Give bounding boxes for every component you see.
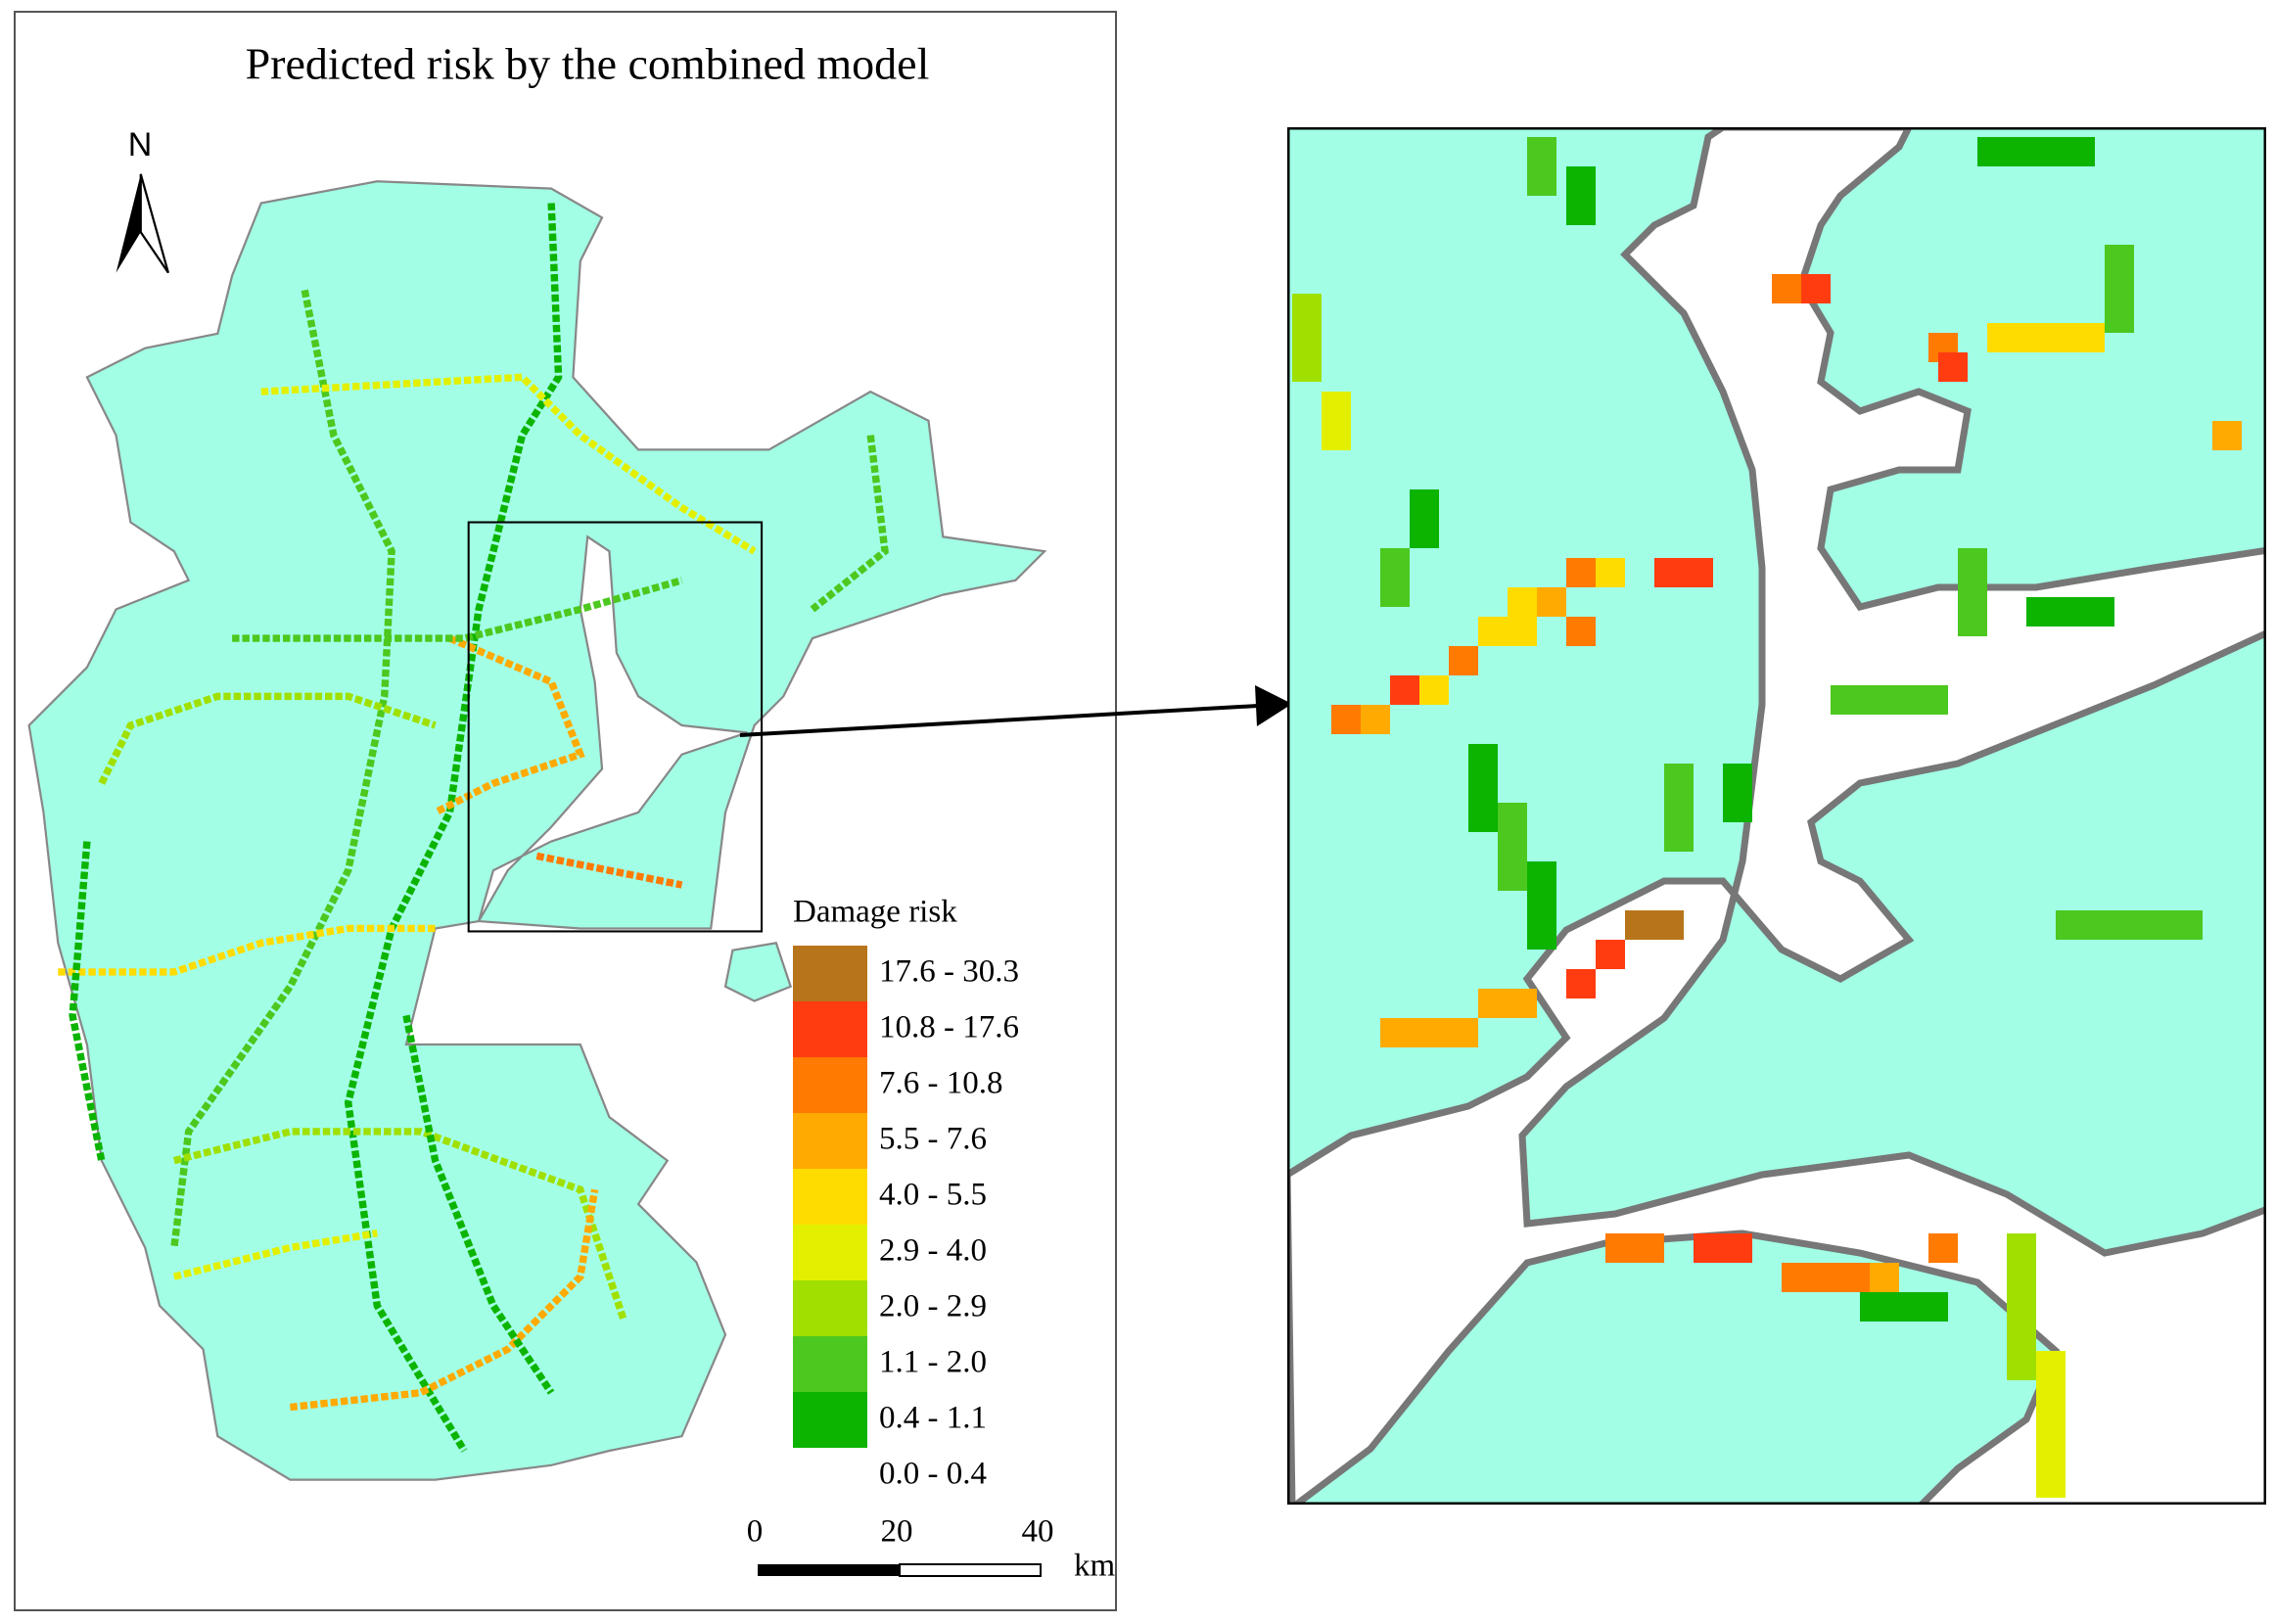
water (477, 534, 748, 922)
roads (58, 203, 889, 1453)
legend-title: Damage risk (793, 895, 957, 930)
north-arrow (116, 173, 141, 273)
legend-label: 10.8 - 17.6 (879, 1010, 1019, 1045)
scale-unit: km (1074, 1549, 1116, 1584)
scale-segment (899, 1563, 1042, 1577)
land (27, 180, 1047, 1481)
legend-label: 17.6 - 30.3 (879, 954, 1019, 990)
legend-label: 2.0 - 2.9 (879, 1289, 987, 1324)
legend: Damage risk 17.6 - 30.3 10.8 - 17.6 7.6 - … (793, 895, 1019, 1504)
scale-label: 40 (1022, 1514, 1054, 1550)
inset-map (1287, 127, 2266, 1505)
connector-arrowhead (1255, 685, 1292, 726)
connector-arrow (739, 704, 1259, 737)
legend-swatch (793, 1001, 867, 1057)
water (1287, 127, 2266, 1505)
map-title: Predicted risk by the combined model (246, 39, 930, 89)
legend-label: 0.4 - 1.1 (879, 1401, 987, 1436)
legend-swatch (793, 1113, 867, 1169)
island (723, 942, 793, 1002)
main-map (27, 173, 1047, 1481)
zoom-box (467, 521, 764, 933)
legend-label: 2.9 - 4.0 (879, 1233, 987, 1269)
legend-swatch (793, 946, 867, 1001)
legend-swatch (793, 1392, 867, 1448)
legend-swatch (793, 1448, 867, 1504)
legend-swatch (793, 1057, 867, 1113)
legend-label: 7.6 - 10.8 (879, 1066, 1003, 1101)
north-label: N (128, 126, 153, 163)
north-arrow (139, 173, 169, 274)
scale-bar: km 0 20 40 (747, 1514, 1116, 1584)
risk-cells (1292, 137, 2242, 1498)
legend-swatch (793, 1169, 867, 1225)
scale-segment (758, 1564, 900, 1576)
legend-label: 4.0 - 5.5 (879, 1178, 987, 1213)
legend-swatch (793, 1336, 867, 1392)
legend-label: 1.1 - 2.0 (879, 1345, 987, 1380)
scale-label: 20 (881, 1514, 913, 1550)
legend-label: 0.0 - 0.4 (879, 1457, 987, 1492)
legend-label: 5.5 - 7.6 (879, 1122, 987, 1157)
legend-swatch (793, 1225, 867, 1280)
legend-swatch (793, 1280, 867, 1336)
scale-label: 0 (747, 1514, 764, 1550)
